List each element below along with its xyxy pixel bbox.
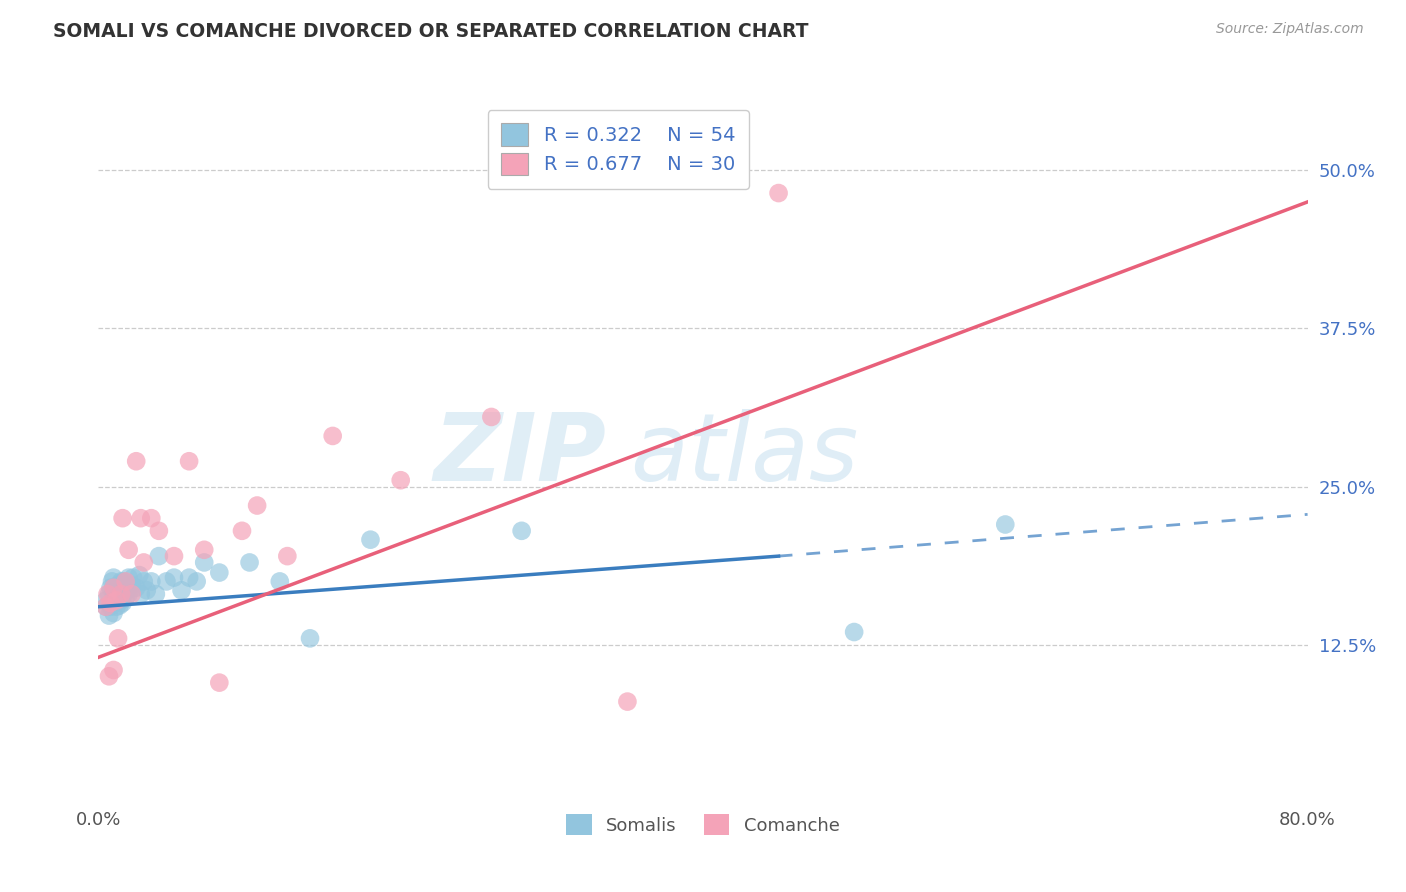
Point [163,549,186,563]
Point [246,499,269,513]
Point [98,587,121,601]
Point [96,587,118,601]
Point [115,583,138,598]
Point [114,591,136,605]
Point [114,578,136,592]
Legend: Somalis, Comanche: Somalis, Comanche [560,807,846,842]
Point [100,581,122,595]
Point [112,574,135,589]
Text: atlas: atlas [630,409,859,500]
Point [179,454,201,468]
Point [125,581,148,595]
Point [94,599,117,614]
Point [103,606,125,620]
Point [94,599,117,614]
Point [208,675,231,690]
Point [103,571,125,585]
Point [768,186,790,200]
Point [103,581,125,595]
Point [101,574,124,589]
Point [103,581,125,595]
Point [107,591,129,605]
Point [110,574,132,589]
Point [148,549,170,563]
Point [103,663,125,677]
Point [118,571,141,585]
Point [155,574,177,589]
Point [118,587,141,601]
Point [98,669,121,683]
Point [132,574,155,589]
Point [110,587,132,601]
Point [114,574,136,589]
Point [103,593,125,607]
Point [322,429,344,443]
Point [128,568,150,582]
Text: Source: ZipAtlas.com: Source: ZipAtlas.com [1216,22,1364,37]
Point [108,583,131,598]
Point [101,596,124,610]
Point [94,593,117,607]
Point [141,574,163,589]
Point [98,608,121,623]
Point [231,524,253,538]
Point [994,517,1017,532]
Point [269,574,291,589]
Point [179,571,201,585]
Point [389,473,412,487]
Point [110,593,132,607]
Point [208,566,231,580]
Point [276,549,298,563]
Text: SOMALI VS COMANCHE DIVORCED OR SEPARATED CORRELATION CHART: SOMALI VS COMANCHE DIVORCED OR SEPARATED… [53,22,808,41]
Point [105,593,128,607]
Point [145,587,167,601]
Point [163,571,186,585]
Point [299,632,322,646]
Point [103,587,125,601]
Point [100,599,122,614]
Point [121,587,143,601]
Point [129,587,152,601]
Point [148,524,170,538]
Point [135,583,157,598]
Point [360,533,382,547]
Point [193,556,215,570]
Point [129,511,152,525]
Point [112,587,135,601]
Point [239,556,262,570]
Point [844,625,866,640]
Point [132,556,155,570]
Point [111,511,134,525]
Point [111,583,134,598]
Point [510,524,533,538]
Point [481,409,503,424]
Point [121,578,143,592]
Point [105,583,128,598]
Point [170,583,193,598]
Point [108,599,131,613]
Text: ZIP: ZIP [433,409,606,501]
Point [141,511,163,525]
Point [118,542,141,557]
Point [105,599,128,614]
Point [193,542,215,557]
Point [125,454,148,468]
Point [186,574,208,589]
Point [616,695,638,709]
Point [107,632,129,646]
Point [122,571,145,585]
Point [107,578,129,592]
Point [100,596,122,610]
Point [111,596,134,610]
